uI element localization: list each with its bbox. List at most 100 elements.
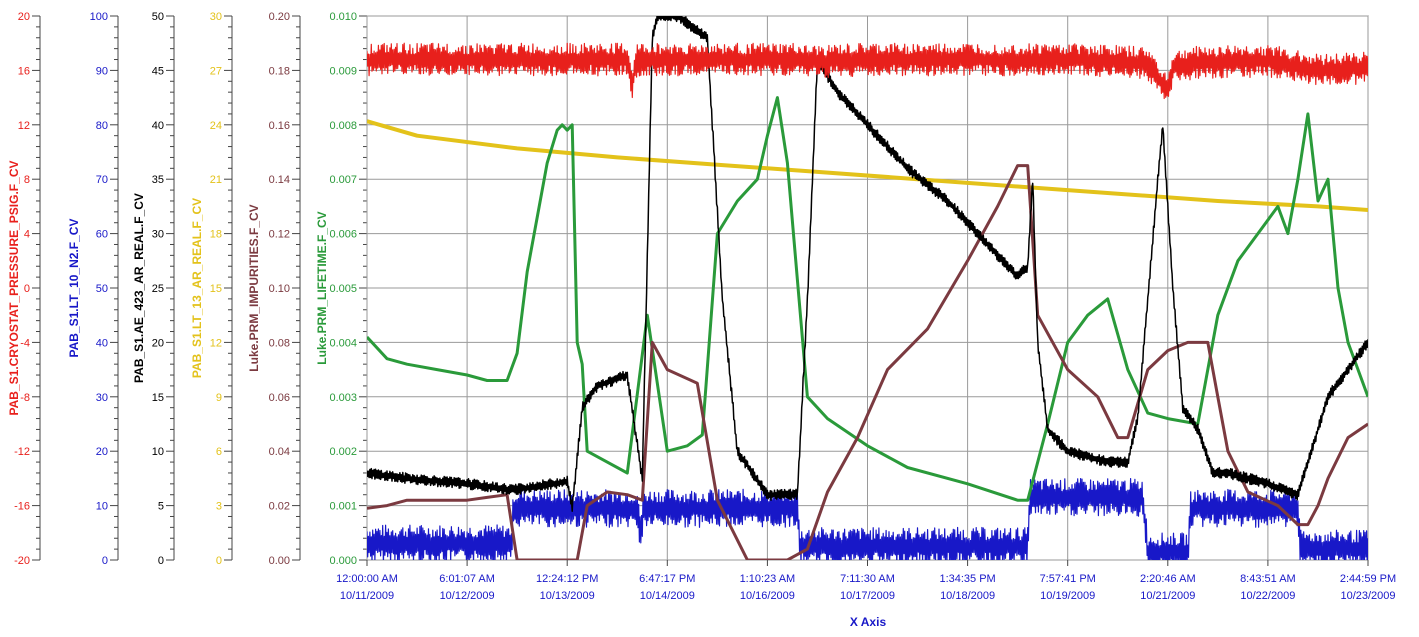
y-tick-label: 24 [210,120,222,132]
x-tick-label: 7:11:30 AM [840,573,895,585]
y-tick-label: 20 [18,11,30,23]
y-axis-title: PAB_S1.LT_10_N2.F_CV [67,219,81,358]
y-tick-label: 25 [152,283,164,295]
y-tick-label: 40 [96,337,108,349]
y-tick-label: 0.005 [329,283,357,295]
x-tick-label: 10/18/2009 [940,590,995,602]
y-tick-label: 21 [210,174,222,186]
y-axis-4: 0.20 0.18 0.16 0.14 0.12 0.10 0.08 0.06 0.04 0.02… [247,11,301,567]
y-tick-label: 0.004 [329,337,357,349]
x-tick-label: 2:44:59 PM [1340,573,1396,585]
y-tick-label: 60 [96,229,108,241]
x-tick-label: 10/22/2009 [1240,590,1295,602]
y-tick-label: 0 [102,555,108,567]
x-tick-label: 10/17/2009 [840,590,895,602]
x-tick-label: 10/19/2009 [1040,590,1095,602]
y-tick-label: 20 [96,446,108,458]
series-line-2 [367,16,1368,512]
y-tick-label: 0.006 [329,229,357,241]
y-axis-title: PAB_S1.LT_13_AR_REAL.F_CV [190,198,204,378]
y-tick-label: 100 [90,11,108,23]
y-tick-label: 30 [152,229,164,241]
y-axis-title: Luke.PRM_IMPURITIES.F_CV [247,204,261,371]
y-tick-label: 3 [216,501,222,513]
x-tick-label: 10/23/2009 [1340,590,1395,602]
series-line-1 [367,478,1368,560]
x-tick-label: 2:20:46 AM [1140,573,1196,585]
y-axis-0: 20 16 12 8 4 0 -4 -8 -12 -16 -20 PAB_S1.CRYOSTAT_PR… [7,11,41,567]
y-axis-title: PAB_S1.AE_423_AR_REAL.F_CV [132,193,146,383]
y-tick-label: -12 [14,446,30,458]
x-tick-label: 8:43:51 AM [1240,573,1296,585]
y-tick-label: -16 [14,501,30,513]
x-tick-label: 6:01:07 AM [439,573,495,585]
plot-area [366,15,1369,561]
y-tick-label: 35 [152,174,164,186]
y-tick-label: 10 [152,446,164,458]
y-tick-label: 5 [158,501,164,513]
y-tick-label: 27 [210,65,222,77]
x-tick-label: 10/12/2009 [440,590,495,602]
x-tick-label: 10/13/2009 [540,590,595,602]
y-tick-label: 0.001 [329,501,357,513]
series-line-3 [367,119,1368,212]
y-tick-label: 40 [152,120,164,132]
y-tick-label: 0.14 [269,174,290,186]
y-tick-label: -20 [14,555,30,567]
y-tick-label: 0.003 [329,392,357,404]
y-tick-label: 30 [210,11,222,23]
y-tick-label: 0.16 [269,120,290,132]
y-tick-label: 0.000 [329,555,357,567]
y-tick-label: 0.10 [269,283,290,295]
y-tick-label: -8 [20,392,30,404]
y-tick-label: 0.002 [329,446,357,458]
x-tick-label: 10/16/2009 [740,590,795,602]
y-tick-label: 16 [18,65,30,77]
y-axis-title: PAB_S1.CRYOSTAT_PRESSURE_PSIG.F_CV [7,161,21,416]
y-tick-label: 50 [152,11,164,23]
y-tick-label: 0.12 [269,229,290,241]
y-tick-label: 30 [96,392,108,404]
x-tick-label: 10/14/2009 [640,590,695,602]
x-tick-label: 6:47:17 PM [639,573,695,585]
y-axis-3: 302724211815129630PAB_S1.LT_13_AR_REAL.F… [190,11,233,567]
x-tick-label: 1:10:23 AM [740,573,796,585]
x-tick-label: 7:57:41 PM [1040,573,1096,585]
y-tick-label: 4 [24,229,30,241]
y-tick-label: 0.20 [269,11,290,23]
y-tick-label: 12 [210,337,222,349]
series-line-5 [367,96,1368,502]
y-tick-label: 0.008 [329,120,357,132]
y-tick-label: 0.007 [329,174,357,186]
y-tick-label: 8 [24,174,30,186]
y-tick-label: 50 [96,283,108,295]
series-line-4 [367,164,1368,560]
y-tick-label: 0.02 [269,501,290,513]
y-tick-label: 90 [96,65,108,77]
series-line-0 [367,42,1368,100]
y-tick-label: 12 [18,120,30,132]
y-axis-1: 1009080706050403020100PAB_S1.LT_10_N2.F_… [67,11,119,567]
y-tick-label: 15 [210,283,222,295]
y-tick-label: 0.009 [329,65,357,77]
y-axis-5: 0.010 0.009 0.008 0.007 0.006 0.005 0.004 0.003… [315,11,368,567]
x-axis-title: X Axis [850,615,887,629]
y-tick-label: 0.18 [269,65,290,77]
y-tick-label: 70 [96,174,108,186]
x-axis-layer: 12:00:00 AM 10/11/2009 6:01:07 AM 10/12/200… [336,560,1396,602]
y-tick-label: -4 [20,337,30,349]
y-tick-label: 45 [152,65,164,77]
y-tick-label: 0.08 [269,337,290,349]
y-tick-label: 6 [216,446,222,458]
y-tick-label: 0.06 [269,392,290,404]
y-tick-label: 0.04 [269,446,290,458]
y-tick-label: 80 [96,120,108,132]
x-tick-label: 12:24:12 PM [536,573,598,585]
y-tick-label: 18 [210,229,222,241]
y-tick-label: 0 [24,283,30,295]
y-axis-title: Luke.PRM_LIFETIME.F_CV [315,211,329,364]
y-tick-label: 0.010 [329,11,357,23]
y-tick-label: 20 [152,337,164,349]
y-tick-label: 0 [158,555,164,567]
